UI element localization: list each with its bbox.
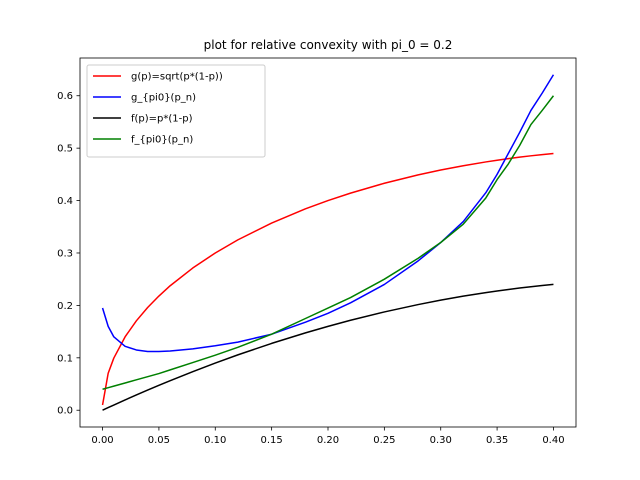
- y-tick-label: 0.2: [57, 301, 73, 312]
- y-tick-label: 0.4: [57, 196, 73, 207]
- y-tick-label: 0.0: [57, 406, 73, 417]
- x-tick-label: 0.05: [148, 435, 170, 446]
- series-line-4: [102, 95, 555, 390]
- x-tick-label: 0.15: [261, 435, 283, 446]
- legend-label-3: f(p)=p*(1-p): [131, 114, 193, 125]
- y-tick-label: 0.1: [57, 353, 73, 364]
- series-line-2: [101, 74, 555, 353]
- x-tick-label: 0.30: [430, 435, 452, 446]
- x-tick-label: 0.25: [373, 435, 395, 446]
- y-tick-label: 0.6: [57, 91, 73, 102]
- legend-label-1: g(p)=sqrt(p*(1-p)): [131, 72, 223, 83]
- x-tick-label: 0.10: [204, 435, 226, 446]
- y-tick-label: 0.5: [57, 144, 73, 155]
- legend-label-4: f_{pi0}(p_n): [131, 135, 193, 146]
- series-line-3: [102, 283, 554, 411]
- x-tick-label: 0.40: [542, 435, 564, 446]
- chart-title: plot for relative convexity with pi_0 = …: [204, 38, 453, 52]
- series-line-1: [101, 152, 554, 406]
- x-tick-label: 0.00: [91, 435, 113, 446]
- legend-box: [86, 64, 266, 158]
- x-tick-label: 0.20: [317, 435, 339, 446]
- legend-label-2: g_{pi0}(p_n): [131, 93, 196, 104]
- y-tick-label: 0.3: [57, 248, 73, 259]
- x-tick-label: 0.35: [486, 435, 508, 446]
- legend: g(p)=sqrt(p*(1-p)) g_{pi0}(p_n) f(p)=p*(1-…: [86, 64, 266, 158]
